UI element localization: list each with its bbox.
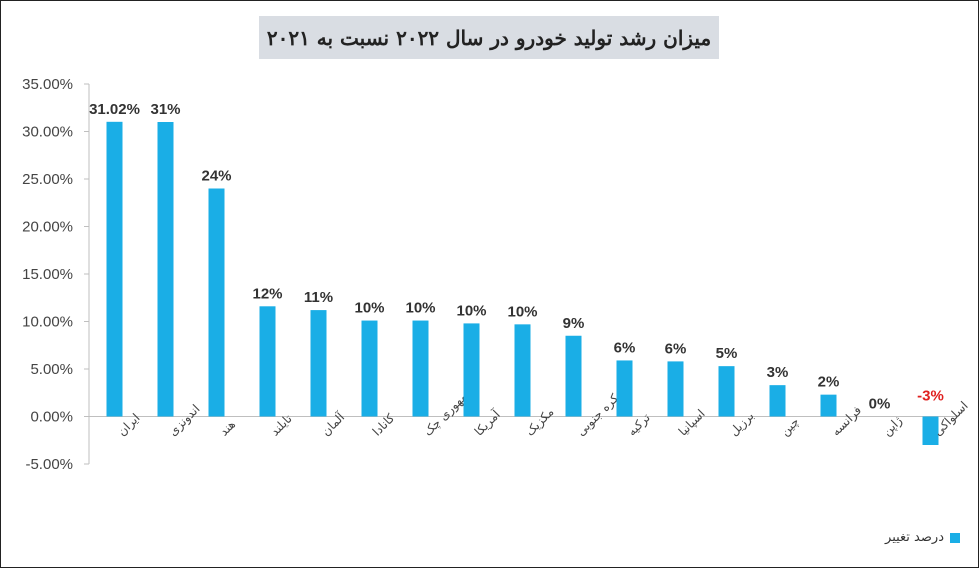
bar (514, 324, 531, 417)
legend: درصد تغییر (885, 530, 960, 545)
data-label: -3% (917, 388, 944, 405)
y-tick-label: 10.00% (22, 314, 73, 331)
y-tick-label: -5.00% (25, 456, 73, 473)
bar (565, 335, 582, 417)
bar (412, 320, 429, 417)
data-label: 10% (354, 300, 384, 317)
y-tick-label: 5.00% (30, 361, 73, 378)
y-tick-label: 35.00% (22, 76, 73, 93)
bar (208, 188, 225, 417)
data-label: 31% (150, 101, 180, 118)
data-label: 3% (767, 364, 789, 381)
legend-swatch (950, 532, 960, 543)
y-tick-label: 15.00% (22, 266, 73, 283)
bar (259, 306, 276, 417)
x-tick-label: هند (217, 417, 238, 438)
chart-title: میزان رشد تولید خودرو در سال ۲۰۲۲ نسبت ب… (266, 25, 712, 50)
x-tick-label: ژاپن (880, 413, 906, 439)
bar (157, 122, 174, 417)
data-label: 5% (716, 345, 738, 362)
data-label: 24% (201, 168, 231, 185)
data-label: 31.02% (89, 101, 140, 118)
y-tick-label: 0.00% (30, 409, 73, 426)
data-label: 10% (507, 303, 537, 320)
legend-label: درصد تغییر (885, 530, 944, 545)
bar (769, 385, 786, 417)
y-tick-label: 20.00% (22, 219, 73, 236)
bar (667, 361, 684, 417)
data-label: 6% (614, 339, 636, 356)
y-tick-label: 25.00% (22, 171, 73, 188)
bar (718, 366, 735, 417)
chart-title-box: میزان رشد تولید خودرو در سال ۲۰۲۲ نسبت ب… (259, 16, 719, 59)
data-label: 0% (869, 396, 891, 413)
bar (616, 360, 633, 417)
data-label: 11% (304, 289, 333, 306)
bar (820, 394, 837, 417)
x-tick-label: چین (778, 414, 803, 439)
y-tick-label: 30.00% (22, 124, 73, 141)
data-label: 10% (456, 302, 486, 319)
data-label: 9% (563, 315, 585, 332)
bar (463, 323, 480, 417)
bar (106, 121, 123, 417)
bar (361, 320, 378, 417)
bar (922, 416, 939, 445)
data-label: 10% (405, 300, 435, 317)
data-label: 12% (252, 285, 282, 302)
data-label: 6% (665, 340, 687, 357)
data-label: 2% (818, 374, 840, 391)
bar (310, 310, 327, 417)
